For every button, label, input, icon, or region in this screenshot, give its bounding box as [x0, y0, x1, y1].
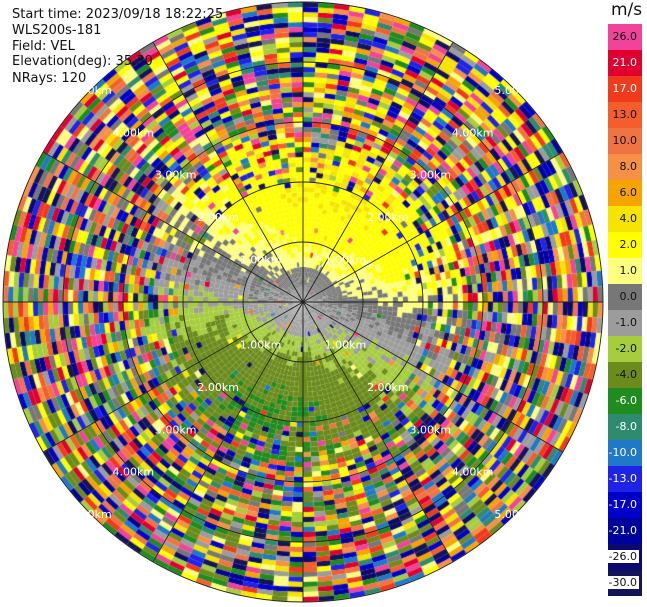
velocity-colorbar: 26.0 21.0 17.0 13.0 10.0 8.0 6.0 4.0 2.0 1.0 0.0 -1… [606, 24, 642, 596]
colorbar-tick-label: 1.0 [619, 264, 638, 277]
range-ring-label: 5.00km [70, 508, 112, 521]
elevation-text: Elevation(deg): 35.30 [12, 54, 153, 69]
colorbar-level: -30.0 [606, 570, 642, 596]
colorbar-level: -10.0 [608, 440, 642, 466]
colorbar-level: 0.0 [608, 284, 642, 310]
colorbar-level: 1.0 [608, 258, 642, 284]
azimuth-line [302, 301, 564, 453]
colorbar-level: 10.0 [608, 128, 642, 154]
colorbar-tick-label: -1.0 [615, 316, 637, 329]
colorbar-level: 13.0 [608, 102, 642, 128]
colorbar-tick-label: -6.0 [615, 394, 637, 407]
colorbar-tick-label: 8.0 [619, 160, 638, 173]
colorbar-level: -17.0 [608, 492, 642, 518]
colorbar-level: -21.0 [608, 518, 642, 544]
field-text: Field: VEL [12, 39, 75, 54]
colorbar-tick-label: 26.0 [612, 30, 638, 43]
range-ring-label: 2.00km [367, 381, 409, 394]
colorbar-level: 21.0 [608, 50, 642, 76]
colorbar-level: -8.0 [608, 414, 642, 440]
range-ring-label: 5.00km [494, 84, 536, 97]
range-ring-label: 5.00km [70, 84, 112, 97]
range-ring-label: 1.00km [240, 254, 282, 267]
colorbar-tick-label: -4.0 [615, 368, 637, 381]
range-ring-label: 2.00km [197, 381, 239, 394]
range-ring-label: 1.00km [325, 254, 367, 267]
colorbar-tick-label: -2.0 [615, 342, 637, 355]
range-ring-label: 3.00km [155, 169, 197, 182]
azimuth-line [302, 41, 454, 303]
start-time-text: Start time: 2023/09/18 18:22:25 [12, 7, 224, 22]
range-ring-label: 3.00km [409, 169, 451, 182]
range-ring-label: 3.00km [155, 423, 197, 436]
colorbar-tick-label: -10.0 [608, 446, 637, 459]
station-name-text: WLS200s-181 [12, 23, 102, 38]
colorbar-tick-label: -17.0 [608, 498, 637, 511]
azimuth-line [152, 301, 304, 563]
azimuth-line [42, 151, 304, 303]
range-ring-label: 4.00km [452, 126, 494, 139]
range-ring-label: 2.00km [197, 211, 239, 224]
colorbar-level: -1.0 [608, 310, 642, 336]
range-ring-label: 4.00km [113, 466, 155, 479]
range-ring-label: 4.00km [452, 466, 494, 479]
colorbar-level: -13.0 [608, 466, 642, 492]
azimuth-line [302, 151, 564, 303]
colorbar-level: -4.0 [608, 362, 642, 388]
colorbar-level: 8.0 [608, 154, 642, 180]
azimuth-line [42, 301, 304, 453]
colorbar-level: -6.0 [608, 388, 642, 414]
colorbar-tick-label: -30.0 [606, 576, 639, 589]
colorbar-tick-label: 2.0 [619, 238, 638, 251]
range-ring-label: 1.00km [240, 338, 282, 351]
colorbar-level: 26.0 [608, 24, 642, 50]
range-ring-label: 4.00km [113, 126, 155, 139]
range-ring-label: 3.00km [409, 423, 451, 436]
colorbar-level: 2.0 [608, 232, 642, 258]
colorbar-tick-label: 0.0 [619, 290, 638, 303]
range-ring-label: 5.00km [494, 508, 536, 521]
colorbar-tick-label: 21.0 [612, 56, 638, 69]
colorbar-level: 17.0 [608, 76, 642, 102]
colorbar-unit-label: m/s [611, 0, 643, 20]
colorbar-tick-label: -21.0 [608, 524, 637, 537]
azimuth-line [152, 41, 304, 303]
colorbar-tick-label: -13.0 [608, 472, 637, 485]
colorbar-tick-label: -26.0 [606, 550, 639, 563]
range-ring-label: 1.00km [325, 338, 367, 351]
colorbar-tick-label: 13.0 [612, 108, 638, 121]
nrays-text: NRays: 120 [12, 71, 87, 86]
colorbar-tick-label: 4.0 [619, 212, 638, 225]
colorbar-tick-label: 6.0 [619, 186, 638, 199]
colorbar-level: -2.0 [608, 336, 642, 362]
colorbar-level: 4.0 [608, 206, 642, 232]
colorbar-tick-label: 17.0 [612, 82, 638, 95]
colorbar-tick-label: 10.0 [612, 134, 638, 147]
colorbar-level: -26.0 [606, 544, 642, 570]
range-ring-label: 2.00km [367, 211, 409, 224]
colorbar-level: 6.0 [608, 180, 642, 206]
azimuth-line [302, 301, 454, 563]
colorbar-tick-label: -8.0 [615, 420, 637, 433]
